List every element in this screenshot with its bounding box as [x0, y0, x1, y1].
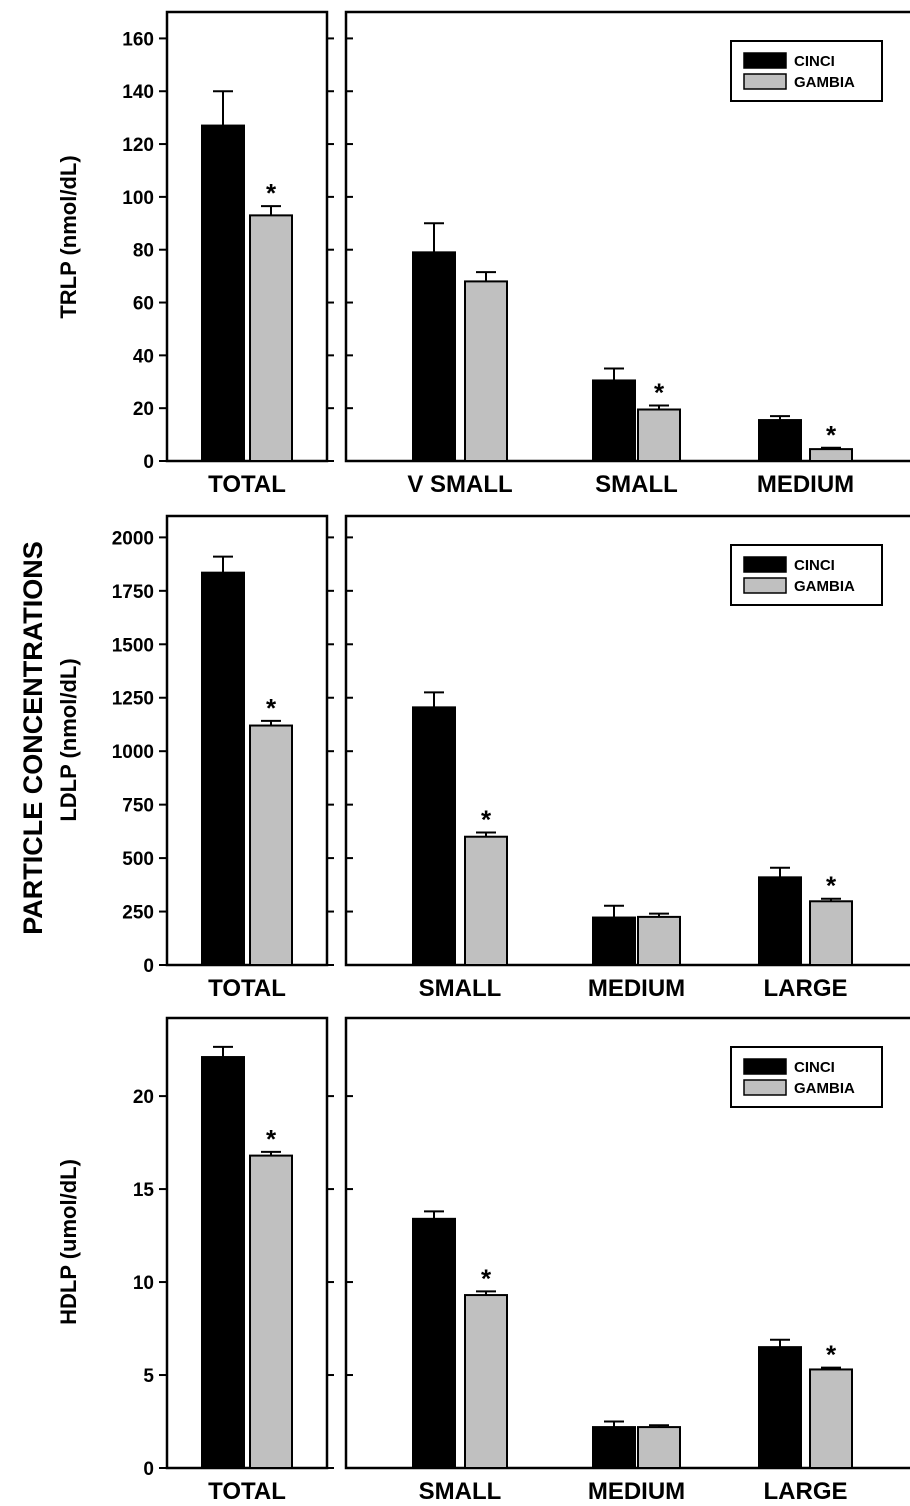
significance-marker: *: [266, 1124, 277, 1154]
y-tick-label: 750: [122, 796, 154, 817]
significance-marker: *: [826, 420, 837, 450]
panels: TRLP (nmol/dL)020406080100120140160*TOTA…: [56, 10, 910, 1505]
bar-cinci: [412, 251, 456, 462]
legend-label: GAMBIA: [794, 74, 855, 91]
y-axis-label: LDLP (nmol/dL): [56, 658, 81, 821]
x-category-label: MEDIUM: [757, 471, 854, 498]
bar-cinci: [412, 706, 456, 966]
y-tick-label: 1000: [112, 742, 154, 763]
y-tick-label: 160: [122, 29, 154, 50]
bar-gambia: [464, 835, 508, 967]
bar-gambia: [249, 1154, 293, 1469]
y-tick-label: 20: [133, 1087, 154, 1108]
y-tick-label: 10: [133, 1273, 154, 1294]
x-category-label: V SMALL: [407, 471, 512, 498]
legend-swatch-gambia: [743, 1079, 787, 1096]
chart-panel-1: TRLP (nmol/dL) 0 20 40 60 80 100 120 140 160 * TOTA…: [56, 10, 910, 498]
y-tick-label: 5: [143, 1366, 154, 1387]
x-category-label: LARGE: [764, 975, 848, 1002]
significance-marker: *: [826, 1340, 837, 1370]
y-tick-label: 120: [122, 135, 154, 156]
total-plot-frame: [165, 514, 329, 967]
legend: CINCI GAMBIA: [730, 40, 883, 102]
bar-gambia: [464, 280, 508, 462]
significance-marker: *: [654, 378, 665, 408]
bar-cinci: [758, 1346, 802, 1469]
main-title: PARTICLE CONCENTRATIONS: [18, 541, 48, 935]
bar-cinci: [201, 571, 245, 967]
x-category-label: SMALL: [419, 1478, 502, 1505]
significance-marker: *: [826, 871, 837, 901]
bar-gambia: [464, 1294, 508, 1470]
y-tick-label: 40: [133, 346, 154, 367]
x-category-label: TOTAL: [208, 1478, 286, 1505]
legend-swatch-cinci: [743, 1058, 787, 1075]
y-tick-label: 0: [143, 452, 154, 473]
y-axis-label: TRLP (nmol/dL): [56, 155, 81, 318]
legend-label: GAMBIA: [794, 578, 855, 595]
legend-swatch-gambia: [743, 73, 787, 90]
significance-marker: *: [481, 1263, 492, 1293]
x-category-label: TOTAL: [208, 471, 286, 498]
legend: CINCI GAMBIA: [730, 1046, 883, 1108]
y-tick-label: 15: [133, 1180, 155, 1201]
legend-swatch-cinci: [743, 52, 787, 69]
x-category-label: LARGE: [764, 1478, 848, 1505]
bar-gambia: [637, 408, 681, 463]
legend-label: CINCI: [794, 1059, 835, 1076]
bar-cinci: [201, 124, 245, 462]
x-category-label: MEDIUM: [588, 1478, 685, 1505]
y-tick-label: 1250: [112, 689, 154, 710]
y-axis-label: HDLP (umol/dL): [56, 1159, 81, 1325]
y-tick-label: 100: [122, 188, 154, 209]
x-category-label: SMALL: [595, 471, 678, 498]
bar-cinci: [592, 916, 636, 967]
chart-panel-3: HDLP (umol/dL) 0 5 10 15 20 * TOTAL * SMALL MEDIUM…: [56, 1016, 910, 1505]
legend: CINCI GAMBIA: [730, 544, 883, 606]
y-tick-label: 60: [133, 294, 154, 315]
legend-frame: [730, 544, 883, 606]
bar-cinci: [592, 1426, 636, 1470]
legend-frame: [730, 1046, 883, 1108]
chart-panel-2: LDLP (nmol/dL) 0 250 500 750 1000 1250 1500 1750…: [56, 514, 910, 1002]
y-tick-label: 1750: [112, 582, 154, 603]
bar-gambia: [249, 724, 293, 966]
total-plot-frame: [165, 10, 329, 463]
y-tick-label: 250: [122, 903, 154, 924]
bar-gambia: [809, 900, 853, 967]
y-tick-label: 140: [122, 82, 154, 103]
x-category-label: TOTAL: [208, 975, 286, 1002]
bar-cinci: [592, 379, 636, 463]
legend-frame: [730, 40, 883, 102]
bar-gambia: [809, 1368, 853, 1470]
bar-gambia: [249, 214, 293, 462]
significance-marker: *: [481, 804, 492, 834]
significance-marker: *: [266, 178, 277, 208]
bar-gambia: [637, 915, 681, 967]
y-tick-label: 80: [133, 241, 154, 262]
significance-marker: *: [266, 693, 277, 723]
y-tick-label: 20: [133, 399, 154, 420]
bar-gambia: [637, 1426, 681, 1470]
legend-swatch-cinci: [743, 556, 787, 573]
y-tick-label: 500: [122, 849, 154, 870]
legend-swatch-gambia: [743, 577, 787, 594]
bar-cinci: [758, 876, 802, 966]
bar-gambia: [809, 448, 853, 463]
legend-label: CINCI: [794, 557, 835, 574]
y-tick-label: 0: [143, 956, 154, 977]
bar-cinci: [758, 419, 802, 463]
x-category-label: MEDIUM: [588, 975, 685, 1002]
bar-cinci: [412, 1217, 456, 1469]
bar-cinci: [201, 1056, 245, 1469]
total-plot-frame: [165, 1016, 329, 1470]
y-tick-label: 1500: [112, 635, 154, 656]
y-tick-label: 0: [143, 1459, 154, 1480]
y-tick-label: 2000: [112, 528, 154, 549]
legend-label: CINCI: [794, 53, 835, 70]
x-category-label: SMALL: [419, 975, 502, 1002]
legend-label: GAMBIA: [794, 1080, 855, 1097]
